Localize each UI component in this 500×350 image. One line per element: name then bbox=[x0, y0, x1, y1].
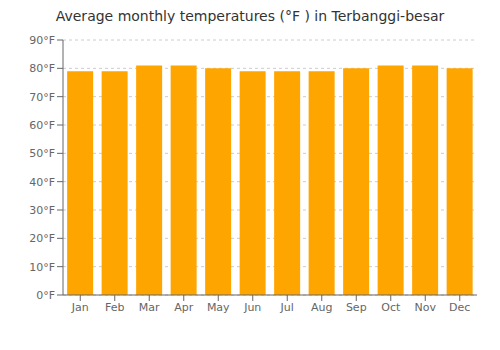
svg-text:60°F: 60°F bbox=[29, 119, 55, 132]
svg-text:Aug: Aug bbox=[311, 301, 332, 314]
svg-text:Sep: Sep bbox=[346, 301, 367, 314]
svg-text:10°F: 10°F bbox=[29, 261, 55, 274]
svg-text:Jul: Jul bbox=[280, 301, 294, 314]
svg-text:50°F: 50°F bbox=[29, 147, 55, 160]
svg-text:90°F: 90°F bbox=[29, 34, 55, 47]
svg-text:May: May bbox=[207, 301, 230, 314]
svg-text:Feb: Feb bbox=[105, 301, 124, 314]
svg-text:40°F: 40°F bbox=[29, 176, 55, 189]
svg-text:80°F: 80°F bbox=[29, 62, 55, 75]
svg-text:0°F: 0°F bbox=[36, 289, 55, 302]
svg-text:Jun: Jun bbox=[243, 301, 261, 314]
svg-text:Jan: Jan bbox=[71, 301, 89, 314]
svg-text:Oct: Oct bbox=[381, 301, 401, 314]
svg-text:20°F: 20°F bbox=[29, 232, 55, 245]
svg-text:30°F: 30°F bbox=[29, 204, 55, 217]
svg-text:Mar: Mar bbox=[139, 301, 160, 314]
svg-text:Dec: Dec bbox=[449, 301, 470, 314]
svg-text:Apr: Apr bbox=[174, 301, 194, 314]
html-text:Average monthly temperatures (: Average monthly temperatures (°F ) in Te… bbox=[55, 8, 445, 24]
svg-text:Nov: Nov bbox=[415, 301, 437, 314]
svg-text:70°F: 70°F bbox=[29, 91, 55, 104]
